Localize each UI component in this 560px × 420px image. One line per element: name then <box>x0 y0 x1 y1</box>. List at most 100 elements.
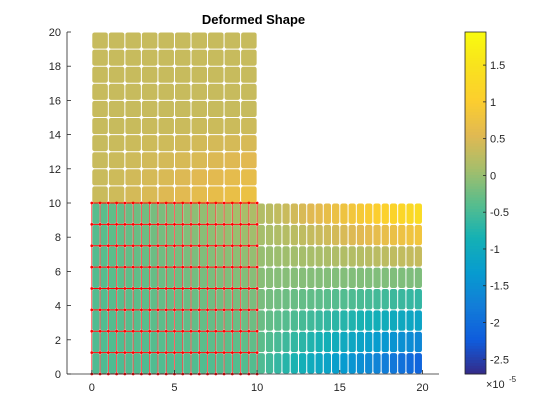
mesh-cell <box>265 224 274 246</box>
mesh-cell <box>166 246 174 267</box>
colorbar-exponent: -5 <box>509 375 517 384</box>
mesh-cell <box>92 331 100 353</box>
colorbar-segment <box>465 57 486 61</box>
colorbar-segment <box>465 94 486 98</box>
mesh-cell <box>216 353 224 374</box>
mesh-cell <box>257 267 265 289</box>
mesh-cell <box>282 310 290 331</box>
mesh-cell <box>92 289 100 310</box>
colorbar-segment <box>465 103 486 107</box>
mesh-cell <box>282 246 290 267</box>
mesh-cell <box>381 224 389 246</box>
mesh-cell <box>332 310 340 331</box>
mesh-cell <box>141 83 158 100</box>
colorbar-segment <box>465 69 486 73</box>
mesh-cell <box>100 289 108 310</box>
mesh-cell <box>117 246 125 267</box>
mesh-cell <box>232 203 241 224</box>
mesh-cell <box>191 49 208 66</box>
mesh-cell <box>125 289 133 310</box>
mesh-cell <box>307 289 315 310</box>
mesh-cell <box>323 203 332 224</box>
mesh-cell <box>315 267 323 289</box>
colorbar-segment <box>465 163 486 167</box>
mesh-cell <box>241 310 249 331</box>
mesh-cell <box>183 353 191 374</box>
mesh-cell <box>150 331 158 353</box>
mesh-cell <box>282 267 290 289</box>
colorbar-segment <box>465 342 486 346</box>
mesh-cell <box>208 83 224 100</box>
colorbar-segment <box>465 311 486 315</box>
mesh-cell <box>216 289 224 310</box>
mesh-cell <box>290 246 298 267</box>
mesh-cell <box>332 289 340 310</box>
mesh-cell <box>389 353 398 374</box>
mesh-cell <box>241 66 257 83</box>
mesh-cell <box>100 267 108 289</box>
mesh-cell <box>265 203 274 224</box>
mesh-cell <box>158 246 166 267</box>
mesh-cell <box>381 331 389 353</box>
mesh-cell <box>241 246 249 267</box>
mesh-cell <box>183 289 191 310</box>
mesh-cell <box>274 203 282 224</box>
colorbar-segment <box>465 80 486 84</box>
mesh-cell <box>92 32 108 49</box>
colorbar-segment <box>465 371 486 375</box>
mesh-cell <box>241 203 249 224</box>
colorbar-segment <box>465 111 486 116</box>
mesh-cell <box>108 66 125 83</box>
colorbar-segment <box>465 131 486 135</box>
mesh-cell <box>398 289 406 310</box>
mesh-cell <box>340 267 348 289</box>
mesh-cell <box>150 310 158 331</box>
mesh-cell <box>158 135 174 152</box>
mesh-cell <box>307 224 315 246</box>
mesh-cell <box>414 310 422 331</box>
colorbar-tick-label: 0 <box>490 170 496 182</box>
mesh-cell <box>241 118 257 135</box>
mesh-cell <box>208 353 216 374</box>
y-tick-label: 8 <box>55 232 61 244</box>
mesh-cell <box>249 267 257 289</box>
y-tick-label: 0 <box>55 369 61 381</box>
colorbar-segment <box>465 322 486 326</box>
mesh-cell <box>381 267 389 289</box>
mesh-cell <box>373 267 381 289</box>
mesh-cell <box>199 203 208 224</box>
mesh-cell <box>125 353 133 374</box>
colorbar-segment <box>465 165 486 170</box>
colorbar-gradient <box>464 31 487 375</box>
colorbar-segment <box>465 60 486 64</box>
mesh-cell <box>141 152 158 169</box>
mesh-cell <box>307 331 315 353</box>
mesh-cell <box>241 331 249 353</box>
mesh-cell <box>282 203 290 224</box>
mesh-cell <box>92 66 108 83</box>
colorbar-segment <box>465 40 486 44</box>
colorbar-segment <box>465 222 486 227</box>
colorbar-tick-label: -1.5 <box>490 281 509 293</box>
colorbar-segment <box>465 302 486 306</box>
mesh-cell <box>274 224 282 246</box>
mesh-cell <box>199 246 208 267</box>
mesh-cell <box>141 267 150 289</box>
colorbar-segment <box>465 208 486 212</box>
mesh-cell <box>174 203 183 224</box>
mesh-cell <box>249 310 257 331</box>
mesh-cell <box>389 267 398 289</box>
mesh-cell <box>158 353 166 374</box>
mesh-cell <box>389 289 398 310</box>
mesh-cell <box>108 289 117 310</box>
mesh-cell <box>133 267 141 289</box>
mesh-cell <box>108 246 117 267</box>
mesh-cell <box>216 246 224 267</box>
mesh-cell <box>108 224 117 246</box>
colorbar-tick-label: -2 <box>490 318 500 330</box>
mesh-cell <box>158 186 174 203</box>
mesh-cell <box>232 267 241 289</box>
mesh-cell <box>141 100 158 117</box>
colorbar-segment <box>465 123 486 127</box>
